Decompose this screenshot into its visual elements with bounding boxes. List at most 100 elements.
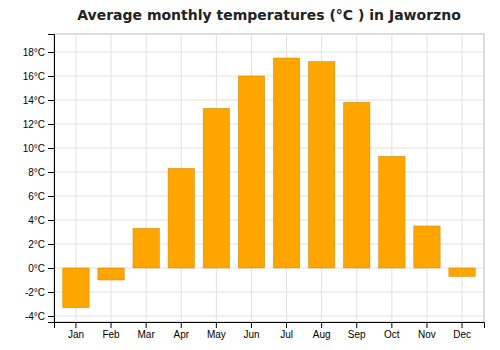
x-axis: Jan Feb Mar Apr May Jun Jul Aug Sep Oct Nov Dec xyxy=(55,322,485,340)
x-tick: Jul xyxy=(280,322,293,340)
grid-line-x xyxy=(146,34,147,322)
tick-label: -2°C xyxy=(25,287,45,298)
y-tick: 0°C xyxy=(28,263,54,274)
tick-mark xyxy=(75,322,76,328)
x-tick: May xyxy=(207,322,226,340)
tick-mark xyxy=(48,52,54,53)
tick-label: 16°C xyxy=(23,71,45,82)
axis-line xyxy=(55,323,485,329)
x-tick: Dec xyxy=(453,322,471,340)
bar xyxy=(203,108,229,268)
y-tick: 2°C xyxy=(28,239,54,250)
tick-mark xyxy=(356,322,357,328)
tick-mark xyxy=(426,322,427,328)
plot-frame xyxy=(54,34,484,322)
tick-mark xyxy=(251,322,252,328)
tick-label: 0°C xyxy=(28,263,45,274)
tick-mark xyxy=(48,124,54,125)
tick-label: 10°C xyxy=(23,143,45,154)
bar xyxy=(98,268,124,280)
x-tick: Sep xyxy=(348,322,366,340)
bar xyxy=(133,228,159,268)
bar xyxy=(63,268,89,308)
tick-mark xyxy=(286,322,287,328)
y-tick: -2°C xyxy=(25,287,54,298)
grid-line-y xyxy=(54,124,484,125)
tick-label: May xyxy=(207,329,226,340)
tick-label: Sep xyxy=(348,329,366,340)
bar xyxy=(449,268,475,276)
bar xyxy=(238,76,264,268)
tick-label: Jun xyxy=(243,329,259,340)
tick-mark xyxy=(111,322,112,328)
bar xyxy=(414,226,440,268)
grid-line-y xyxy=(54,292,484,293)
grid-line-y xyxy=(54,148,484,149)
tick-label: 4°C xyxy=(28,215,45,226)
grid-line-y xyxy=(54,76,484,77)
tick-mark xyxy=(48,244,54,245)
tick-mark xyxy=(48,100,54,101)
y-tick: 10°C xyxy=(23,143,54,154)
tick-mark xyxy=(48,316,54,317)
x-tick: Mar xyxy=(138,322,156,340)
tick-mark xyxy=(48,220,54,221)
tick-label: 12°C xyxy=(23,119,45,130)
bar xyxy=(273,58,299,268)
tick-label: Jul xyxy=(280,329,293,340)
tick-label: Aug xyxy=(313,329,331,340)
tick-mark xyxy=(48,76,54,77)
grid-line-x xyxy=(462,34,463,322)
x-tick: Jan xyxy=(68,322,84,340)
tick-mark xyxy=(181,322,182,328)
y-tick: 12°C xyxy=(23,119,54,130)
y-tick: 6°C xyxy=(28,191,54,202)
tick-label: 14°C xyxy=(23,95,45,106)
tick-mark xyxy=(48,172,54,173)
tick-label: 8°C xyxy=(28,167,45,178)
y-axis: -4°C -2°C 0°C 2°C 4°C 6°C 8°C 10°C 12°C 14°C 16°C 1… xyxy=(23,35,55,323)
tick-mark xyxy=(48,292,54,293)
plot-area: -4°C -2°C 0°C 2°C 4°C 6°C 8°C 10°C 12°C 14°C 16°C 1… xyxy=(23,34,485,340)
tick-mark xyxy=(146,322,147,328)
tick-label: Nov xyxy=(418,329,436,340)
y-tick: 18°C xyxy=(23,47,54,58)
grid-line-y xyxy=(54,196,484,197)
tick-label: Dec xyxy=(453,329,471,340)
x-tick: Nov xyxy=(418,322,436,340)
tick-mark xyxy=(462,322,463,328)
tick-label: Mar xyxy=(138,329,156,340)
tick-mark xyxy=(216,322,217,328)
bar xyxy=(168,168,194,268)
chart-svg: -4°C -2°C 0°C 2°C 4°C 6°C 8°C 10°C 12°C 14°C 16°C 1… xyxy=(0,0,500,350)
x-tick: Oct xyxy=(384,322,400,340)
tick-label: Feb xyxy=(102,329,120,340)
chart-container: -4°C -2°C 0°C 2°C 4°C 6°C 8°C 10°C 12°C 14°C 16°C 1… xyxy=(0,0,500,350)
tick-mark xyxy=(321,322,322,328)
x-tick: Apr xyxy=(173,322,189,340)
tick-mark xyxy=(48,148,54,149)
x-tick: Aug xyxy=(313,322,331,340)
y-tick: 4°C xyxy=(28,215,54,226)
tick-label: 6°C xyxy=(28,191,45,202)
y-tick: 16°C xyxy=(23,71,54,82)
bar xyxy=(308,62,334,268)
x-tick: Jun xyxy=(243,322,259,340)
tick-mark xyxy=(48,268,54,269)
axis-line xyxy=(48,35,55,323)
tick-mark xyxy=(48,196,54,197)
tick-label: Oct xyxy=(384,329,400,340)
grid-line-y xyxy=(54,52,484,53)
grid xyxy=(54,34,484,322)
tick-label: Jan xyxy=(68,329,84,340)
bars xyxy=(63,58,475,308)
tick-label: -4°C xyxy=(25,311,45,322)
y-tick: 14°C xyxy=(23,95,54,106)
grid-line-y xyxy=(54,220,484,221)
bar xyxy=(379,156,405,268)
tick-label: 2°C xyxy=(28,239,45,250)
tick-mark xyxy=(391,322,392,328)
title: Average monthly temperatures (°C ) in Ja… xyxy=(77,7,461,23)
grid-line-y xyxy=(54,172,484,173)
y-tick: -4°C xyxy=(25,311,54,322)
